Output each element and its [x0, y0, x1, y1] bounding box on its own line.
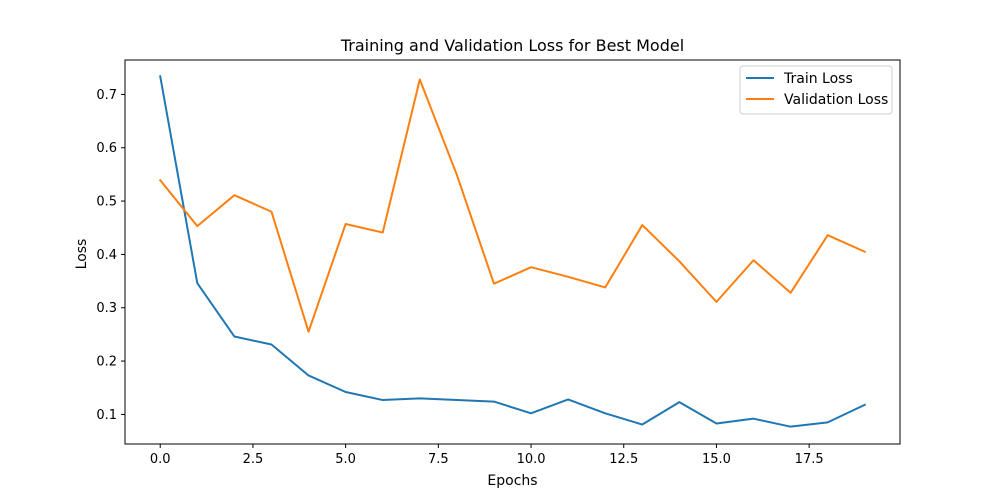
- legend-box: [739, 65, 893, 115]
- chart-title: Training and Validation Loss for Best Mo…: [340, 36, 684, 55]
- series-line-validation-loss: [158, 78, 867, 333]
- plot-frame: [124, 59, 901, 445]
- y-tick-label: 0.1: [96, 408, 117, 423]
- x-tick-label: 10.0: [517, 452, 546, 467]
- plot-area: 0.0 2.5 5.0 7.5 10.0 12.5 15.0 17.5 0.1 0.2 0.3 0.4…: [96, 59, 901, 467]
- x-tick-label: 0.0: [150, 452, 171, 467]
- legend: Train Loss Validation Loss: [739, 65, 893, 115]
- x-tick-label: 17.5: [795, 452, 824, 467]
- y-axis-label: Loss: [74, 239, 90, 270]
- y-tick-label: 0.3: [96, 301, 117, 316]
- series-line-train-loss: [159, 75, 867, 428]
- y-tick-label: 0.4: [96, 248, 117, 263]
- x-tick-label: 5.0: [335, 452, 356, 467]
- y-tick-label: 0.5: [96, 195, 117, 210]
- y-tick-label: 0.7: [96, 88, 117, 103]
- x-tick-label: 15.0: [702, 452, 731, 467]
- x-tick-label: 7.5: [428, 452, 449, 467]
- legend-label: Validation Loss: [784, 92, 888, 108]
- y-tick-label: 0.2: [96, 355, 117, 370]
- legend-label: Train Loss: [783, 71, 853, 87]
- x-axis-label: Epochs: [487, 473, 537, 489]
- y-tick-label: 0.6: [96, 141, 117, 156]
- x-tick-label: 2.5: [243, 452, 264, 467]
- x-tick-label: 12.5: [609, 452, 638, 467]
